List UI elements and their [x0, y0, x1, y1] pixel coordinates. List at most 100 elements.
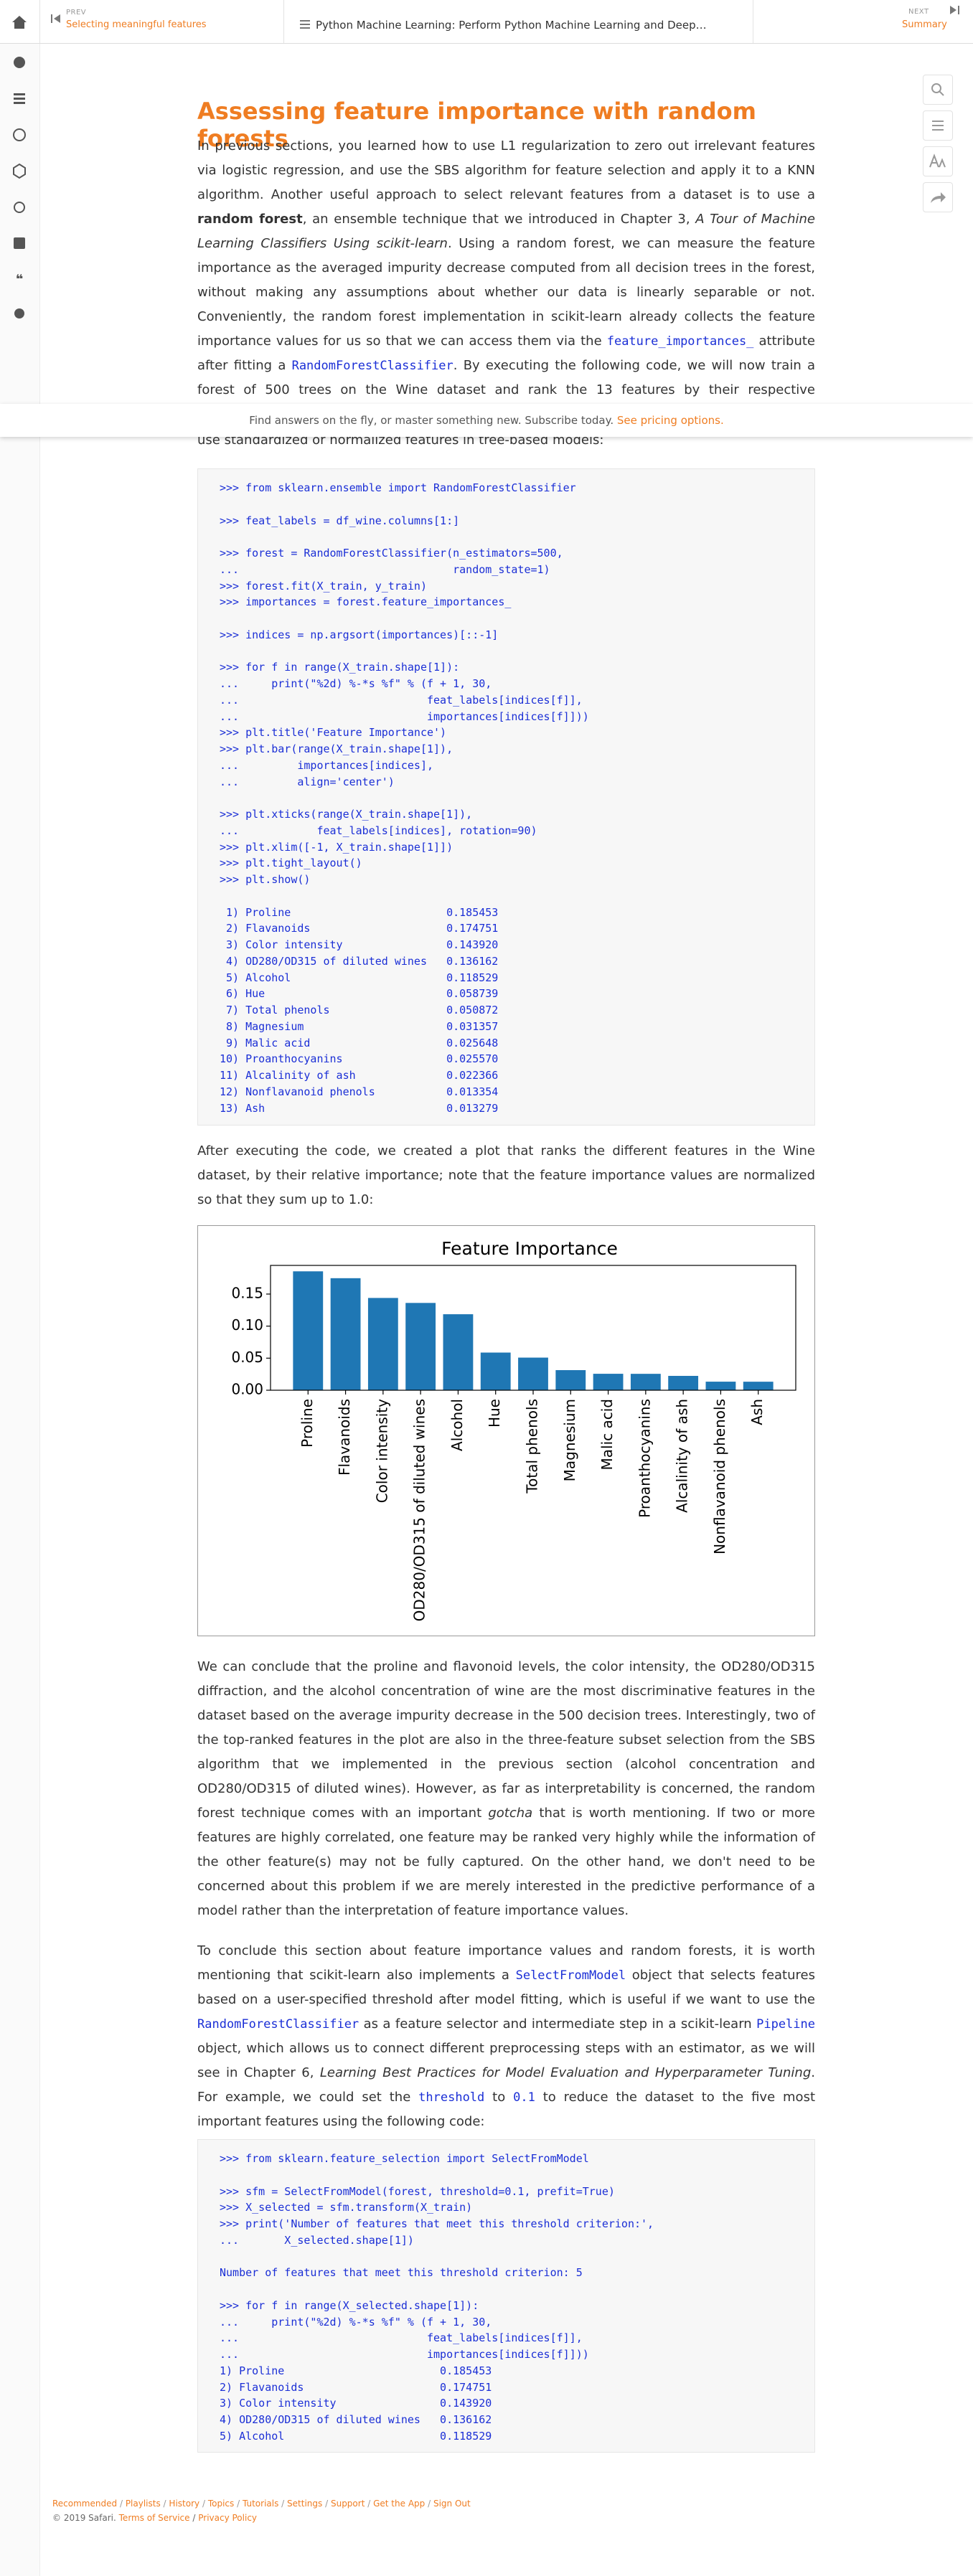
next-arrow[interactable] [949, 4, 960, 16]
bar [743, 1382, 774, 1390]
separator: / [325, 2499, 329, 2509]
font-button[interactable] [923, 146, 953, 176]
text-run: random forest [197, 212, 303, 227]
footer-link[interactable]: Sign Out [433, 2499, 471, 2509]
inline-code[interactable]: SelectFromModel [515, 1968, 626, 1983]
text-run: A Tour of Machine Learning Classifiers U… [197, 212, 815, 251]
bar [443, 1314, 474, 1390]
footer-links: Recommended / Playlists / History / Topi… [52, 2499, 471, 2509]
figure: Feature Importance Proline Flavanoids Colo… [197, 1225, 815, 1636]
chart-title: Feature Importance [441, 1238, 618, 1259]
inline-code[interactable]: feature_importances_ [606, 334, 754, 349]
text-run: . Using a random forest, we can measure … [197, 236, 815, 349]
icon-tutorials[interactable] [14, 202, 25, 213]
banner-text: Find answers on the fly, or master somet… [249, 414, 614, 427]
paragraph: To conclude this section about feature i… [197, 1939, 815, 2134]
x-tick-label: Magnesium [561, 1399, 578, 1481]
bar [593, 1374, 624, 1390]
notes-button[interactable] [923, 110, 953, 141]
icon-history[interactable] [13, 128, 26, 141]
icon-highlights[interactable]: ❝ [16, 272, 24, 287]
book-title[interactable]: Python Machine Learning: Perform Python … [316, 19, 707, 32]
share-button[interactable] [923, 182, 953, 212]
bar [518, 1357, 548, 1390]
section-title: Assessing feature importance with random… [197, 98, 756, 152]
footer-link[interactable]: Playlists [125, 2499, 161, 2509]
footer-link[interactable]: History [169, 2499, 200, 2509]
y-tick-label: 0.10 [231, 1316, 263, 1334]
chart: Feature Importance Proline Flavanoids Colo… [231, 1238, 796, 1621]
home-icon[interactable] [11, 14, 28, 30]
icon-settings[interactable] [14, 308, 24, 319]
sidebar-icons: ❝ [13, 57, 26, 319]
sidebar: ❝ [0, 0, 40, 2576]
icon-playlists[interactable] [14, 237, 25, 249]
footer-link[interactable]: Recommended [52, 2499, 118, 2509]
x-tick-label: Color intensity [373, 1399, 390, 1503]
text-run: attribute after fitting a [197, 334, 815, 373]
separator: / [237, 2499, 240, 2509]
icon-list[interactable] [14, 93, 25, 95]
x-tick-label: OD280/OD315 of diluted wines [411, 1399, 428, 1621]
footer-link[interactable]: Settings [287, 2499, 323, 2509]
text-run: to [484, 2090, 514, 2105]
separator: / [367, 2499, 371, 2509]
x-tick-label: Alcohol [448, 1399, 466, 1451]
subscribe-banner: Find answers on the fly, or master somet… [0, 404, 973, 437]
text-run: that is worth mentioning. If two or more… [197, 1806, 815, 1918]
inline-code[interactable]: RandomForestClassifier [197, 2017, 359, 2032]
text-run: object that selects features based on a … [197, 1968, 815, 2007]
separator: / [163, 2499, 166, 2509]
text-run: to reduce the dataset to the five most i… [197, 2090, 816, 2129]
x-tick-label: Flavanoids [336, 1399, 353, 1476]
prev-link[interactable]: Selecting meaningful features [66, 19, 207, 30]
prev-label: PREV [66, 9, 87, 16]
bar [705, 1382, 736, 1390]
separator: / [192, 2513, 196, 2523]
plot-frame [270, 1265, 796, 1391]
separator: / [119, 2499, 123, 2509]
bar [330, 1278, 361, 1390]
bar [630, 1374, 661, 1390]
text-run: Learning Best Practices for Model Evalua… [319, 2065, 812, 2080]
banner-link[interactable]: See pricing options. [616, 414, 724, 427]
text-run: After executing the code, we created a p… [197, 1143, 815, 1207]
separator: / [202, 2499, 205, 2509]
x-tick-label: Nonflavanoid phenols [711, 1399, 728, 1554]
x-tick-label: Ash [748, 1399, 766, 1425]
inline-code[interactable]: Pipeline [756, 2017, 815, 2032]
footer-link[interactable]: Get the App [373, 2499, 426, 2509]
text-run: , an ensemble technique that we introduc… [302, 212, 696, 227]
x-tick-label: Proanthocyanins [636, 1399, 653, 1518]
text-run: gotcha [488, 1806, 533, 1821]
x-tick-label: Hue [486, 1399, 503, 1428]
copyright: © 2019 Safari. [52, 2513, 116, 2523]
footer-link[interactable]: Tutorials [242, 2499, 279, 2509]
code-block: >>> from sklearn.ensemble import RandomF… [197, 468, 815, 1126]
icon-explore[interactable] [14, 57, 25, 68]
next-link[interactable]: Summary [902, 19, 947, 30]
y-tick-label: 0.05 [231, 1349, 263, 1366]
paragraph: In previous sections, you learned how to… [197, 134, 815, 427]
prev-arrow[interactable] [50, 13, 62, 24]
footer-link[interactable]: Privacy Policy [198, 2513, 258, 2523]
footer-link[interactable]: Support [330, 2499, 365, 2509]
inline-code[interactable]: RandomForestClassifier [291, 359, 453, 373]
text-run: We can conclude that the proline and fla… [197, 1659, 815, 1821]
separator [39, 0, 40, 43]
toc-icon[interactable] [300, 20, 310, 29]
text-run: object, which allows us to connect diffe… [197, 2041, 815, 2080]
x-tick-label: Malic acid [598, 1399, 616, 1470]
bar [405, 1303, 436, 1390]
footer-link[interactable]: Terms of Service [118, 2513, 190, 2523]
footer-legal: © 2019 Safari. Terms of Service / Privac… [52, 2513, 257, 2523]
inline-code[interactable]: threshold [418, 2090, 485, 2105]
x-tick-label: Alcalinity of ash [674, 1399, 691, 1513]
footer-link[interactable]: Topics [207, 2499, 235, 2509]
text-run: To conclude this section about feature i… [197, 1943, 815, 1983]
search-button[interactable] [923, 75, 953, 105]
inline-code[interactable]: 0.1 [513, 2090, 535, 2105]
text-run: In previous sections, you learned how to… [197, 138, 815, 202]
icon-topics[interactable] [13, 163, 26, 179]
